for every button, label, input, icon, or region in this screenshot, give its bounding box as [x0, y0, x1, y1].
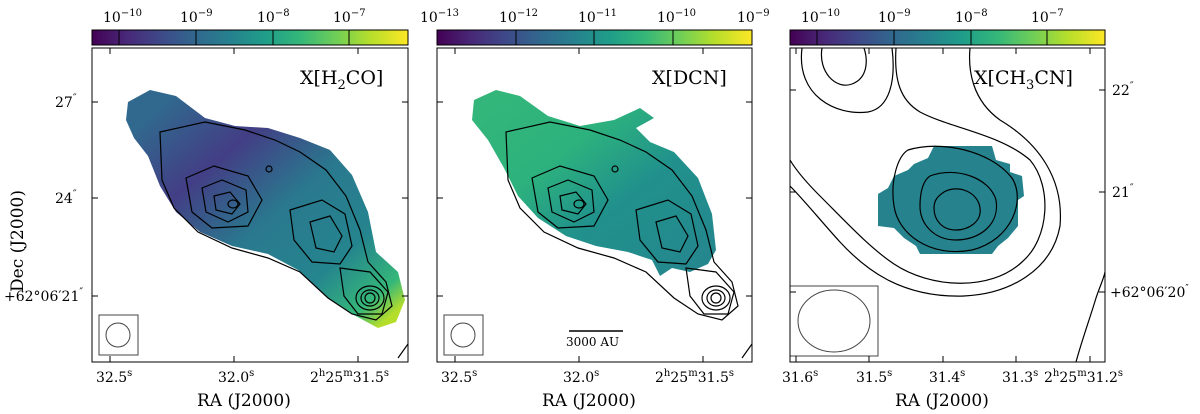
beam-ellipse-ch3cn: [797, 289, 871, 353]
x-axis-label: RA (J2000): [542, 391, 636, 411]
x-tick-label: 31.6s: [782, 368, 818, 386]
cbar-tick-label: 10−10: [801, 8, 840, 26]
cbar-tick-label: 10−12: [499, 8, 538, 26]
abundance-map-dcn: [472, 90, 716, 276]
panel-ch3cn: 10−10 10−9 10−8 10−7 X[CH3CN]: [782, 8, 1189, 411]
x-axis-label: RA (J2000): [197, 391, 291, 411]
colorbar-ch3cn: [789, 29, 1106, 46]
panel-dcn: 10−13 10−12 10−11 10−10 10−9: [420, 8, 770, 411]
cbar-tick-label: 10−10: [103, 8, 142, 26]
x-tick-label: 32.0s: [563, 368, 599, 386]
x-tick-label: 2h25m31.5s: [655, 368, 734, 386]
x-axis-label: RA (J2000): [895, 391, 989, 411]
cbar-tick-label: 10−8: [955, 8, 988, 26]
cbar-tick-label: 10−9: [878, 8, 911, 26]
colorbar-h2co: [91, 29, 409, 46]
x-tick-label: 2h25m31.5s: [310, 368, 389, 386]
x-tick-label: 31.5s: [856, 368, 892, 386]
x-tick-label: 31.3s: [1002, 368, 1038, 386]
colorbar-ticks-dcn: [515, 30, 674, 45]
y-tick-label: 22″: [1112, 81, 1134, 99]
colorbar-ticks-ch3cn: [816, 30, 1048, 45]
beam-box-ch3cn: [789, 285, 879, 357]
x-tick-label: 31.4s: [929, 368, 965, 386]
x-tick-label: 32.5s: [441, 368, 477, 386]
panel-h2co: 10−10 10−9 10−8 10−7: [4, 8, 409, 411]
axis-ticks-dcn: [437, 48, 752, 362]
cbar-tick-label: 10−11: [578, 8, 617, 26]
scalebar-label: 3000 AU: [566, 335, 619, 349]
contours-h2co: [159, 121, 408, 359]
beam-box-dcn: [443, 314, 484, 356]
map-frame-dcn: [436, 47, 753, 363]
abundance-map-h2co: [126, 90, 405, 328]
panel-label-dcn: X[DCN]: [652, 67, 727, 89]
panel-label-ch3cn: X[CH3CN]: [974, 67, 1073, 93]
beam-ellipse-dcn: [450, 322, 476, 348]
x-tick-label: 32.5s: [96, 368, 132, 386]
x-tick-label: 2h25m31.2s: [1044, 368, 1123, 386]
cbar-tick-label: 10−9: [180, 8, 213, 26]
cbar-tick-label: 10−7: [1031, 8, 1064, 26]
cbar-tick-label: 10−13: [420, 8, 459, 26]
y-tick-label: +62°06′21″: [4, 287, 83, 305]
y-axis-label: Dec (J2000): [8, 190, 28, 292]
cbar-tick-label: 10−10: [657, 8, 696, 26]
contours-dcn: [505, 121, 752, 359]
cbar-tick-label: 10−8: [257, 8, 290, 26]
y-tick-label: +62°06′20″: [1110, 284, 1189, 301]
y-tick-label: 27″: [55, 93, 77, 111]
beam-ellipse-h2co: [105, 322, 131, 348]
y-tick-label: 24″: [55, 189, 77, 207]
panel-label-h2co: X[H2CO]: [300, 67, 383, 93]
axis-ticks-h2co: [92, 48, 408, 362]
cbar-tick-label: 10−9: [737, 8, 770, 26]
cbar-tick-label: 10−7: [333, 8, 366, 26]
abundance-map-ch3cn: [878, 146, 1024, 254]
x-tick-label: 32.0s: [218, 368, 254, 386]
map-frame-h2co: [91, 47, 409, 363]
axis-ticks-ch3cn: [790, 48, 1105, 362]
contours-ch3cn: [790, 48, 1105, 362]
colorbar-ticks-h2co: [118, 30, 350, 45]
map-frame-ch3cn: [789, 47, 1106, 363]
beam-box-h2co: [98, 314, 139, 356]
y-tick-label: 21″: [1112, 183, 1134, 201]
